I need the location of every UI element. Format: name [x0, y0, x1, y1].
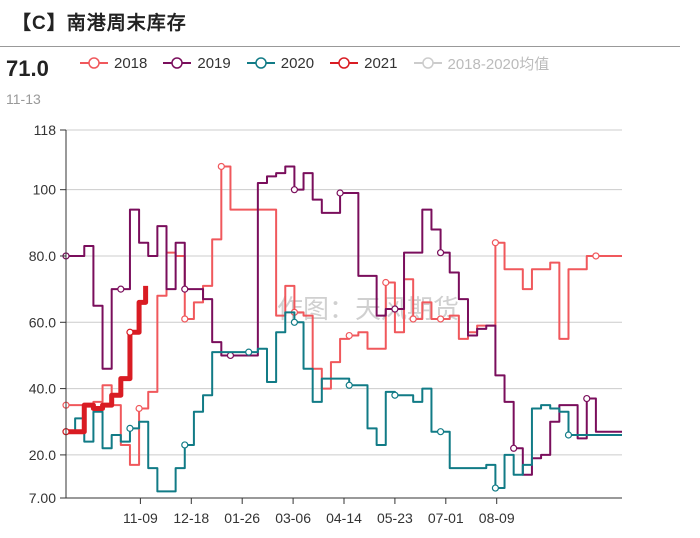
data-point-2018[interactable]	[382, 278, 390, 287]
legend-item-avg[interactable]: 2018-2020均值	[413, 53, 550, 74]
legend-marker-2021	[330, 57, 359, 69]
data-point-2020[interactable]	[391, 391, 399, 399]
data-point-2018[interactable]	[409, 315, 417, 323]
data-point-2020[interactable]	[290, 318, 299, 326]
y-tick-label: 80.0	[29, 248, 56, 264]
data-point-2020[interactable]	[345, 381, 353, 389]
legend-label-2018: 2018	[114, 54, 148, 72]
x-tick-label: 12-18	[173, 510, 209, 526]
data-point-2018[interactable]	[135, 404, 143, 413]
axis-layer: 7.00 20.0 40.0 60.0 80.0 100 118 11-09 12-18 01-2…	[29, 122, 622, 526]
series-line-2019	[66, 165, 622, 476]
legend-item-2020[interactable]: 2020	[246, 54, 315, 72]
legend-item-2019[interactable]: 2019	[163, 54, 231, 72]
legend-marker-avg	[413, 57, 442, 69]
data-point-2020[interactable]	[564, 431, 573, 439]
data-point-2019[interactable]	[181, 285, 189, 293]
series-layer	[62, 162, 622, 493]
data-point-2020[interactable]	[491, 484, 499, 492]
grid-layer	[66, 129, 622, 499]
x-tick-label: 11-09	[123, 510, 158, 526]
title-divider	[0, 46, 680, 47]
data-point-2018[interactable]	[217, 162, 225, 171]
data-point-2019[interactable]	[290, 186, 299, 194]
data-point-2019[interactable]	[583, 394, 591, 403]
y-tick-label: 40.0	[29, 381, 56, 397]
x-tick-label: 04-14	[326, 510, 362, 526]
data-point-2020[interactable]	[245, 348, 253, 356]
legend-marker-2018	[80, 57, 108, 69]
data-point-2021[interactable]	[126, 328, 134, 336]
data-point-2020[interactable]	[181, 441, 189, 449]
x-tick-label: 01-26	[224, 510, 260, 526]
legend-label-2020: 2020	[280, 54, 315, 72]
latest-value: 71.0	[6, 56, 49, 81]
y-tick-label: 7.00	[29, 490, 56, 506]
y-tick-label: 60.0	[29, 314, 56, 330]
legend-label-avg: 2018-2020均值	[447, 55, 550, 73]
data-point-2018[interactable]	[592, 252, 600, 260]
data-point-2019[interactable]	[117, 285, 125, 293]
watermark: 作图：天风期货	[277, 295, 459, 325]
data-point-2018[interactable]	[436, 315, 445, 323]
data-point-2019[interactable]	[436, 249, 445, 257]
y-tick-label: 118	[34, 122, 57, 138]
x-tick-label: 05-23	[377, 510, 413, 526]
data-point-2018[interactable]	[345, 331, 353, 340]
legend-marker-2019	[163, 57, 192, 69]
legend-marker-2020	[246, 57, 275, 69]
legend-label-2021: 2021	[364, 54, 398, 72]
series-line-2020	[66, 311, 622, 493]
legend-item-2021[interactable]: 2021	[330, 54, 398, 72]
data-point-2020[interactable]	[126, 424, 134, 432]
data-point-2018[interactable]	[491, 239, 499, 247]
y-tick-label: 20.0	[29, 447, 56, 463]
x-tick-label: 03-06	[275, 510, 311, 526]
data-point-2019[interactable]	[226, 351, 235, 360]
series-line-2018	[66, 165, 622, 466]
series-line-2021	[66, 285, 149, 435]
y-tick-label: 100	[33, 182, 57, 198]
data-point-2019[interactable]	[336, 189, 344, 197]
legend-label-2019: 2019	[197, 54, 231, 72]
data-point-2019[interactable]	[510, 444, 518, 452]
x-tick-label: 08-09	[479, 510, 515, 526]
data-point-2019[interactable]	[391, 305, 399, 313]
chart-legend: 2018 2019 2020 2021 2018-2020均值	[80, 52, 565, 74]
page-title: 【C】南港周末库存	[12, 13, 187, 34]
data-point-2018[interactable]	[181, 315, 189, 323]
x-tick-label: 07-01	[428, 510, 464, 526]
data-point-2020[interactable]	[436, 428, 445, 436]
legend-item-2018[interactable]: 2018	[80, 55, 147, 72]
latest-date: 11-13	[6, 91, 41, 107]
